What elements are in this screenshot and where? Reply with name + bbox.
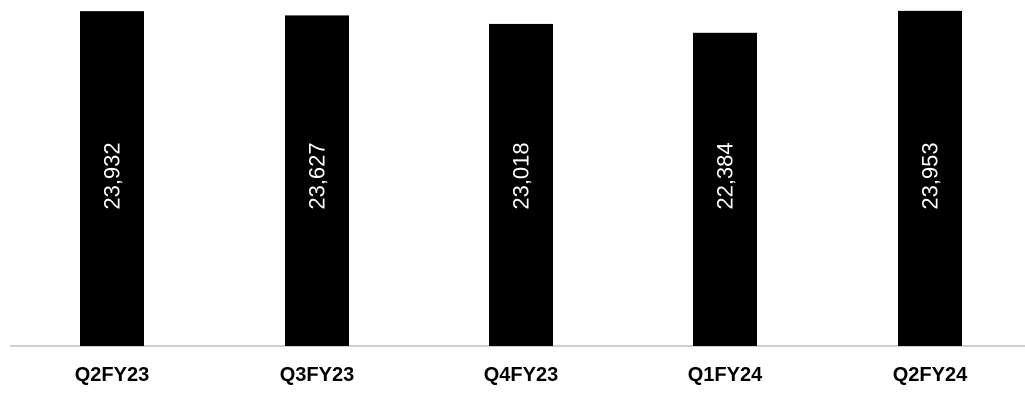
data-label-q4fy23: 23,018 xyxy=(509,142,534,209)
category-labels-group: Q2FY23 Q3FY23 Q4FY23 Q1FY24 Q2FY24 xyxy=(75,364,968,386)
bar-q3fy23 xyxy=(285,15,349,346)
bar-q2fy24 xyxy=(898,10,962,347)
category-label-q2fy24: Q2FY24 xyxy=(893,364,968,386)
bar-q1fy24 xyxy=(693,32,757,347)
bar-q2fy23 xyxy=(80,11,144,346)
category-label-q3fy23: Q3FY23 xyxy=(280,364,354,386)
data-labels-group: 23,932 23,627 23,018 22,384 23,953 xyxy=(100,142,943,209)
category-label-q2fy23: Q2FY23 xyxy=(75,364,149,386)
bars-group xyxy=(80,10,962,347)
data-label-q3fy23: 23,627 xyxy=(305,142,330,209)
category-label-q4fy23: Q4FY23 xyxy=(484,364,558,386)
data-label-q2fy23: 23,932 xyxy=(100,142,125,209)
data-label-q2fy24: 23,953 xyxy=(918,142,943,209)
data-label-q1fy24: 22,384 xyxy=(713,142,738,209)
bar-q4fy23 xyxy=(489,23,553,347)
category-label-q1fy24: Q1FY24 xyxy=(688,364,763,386)
